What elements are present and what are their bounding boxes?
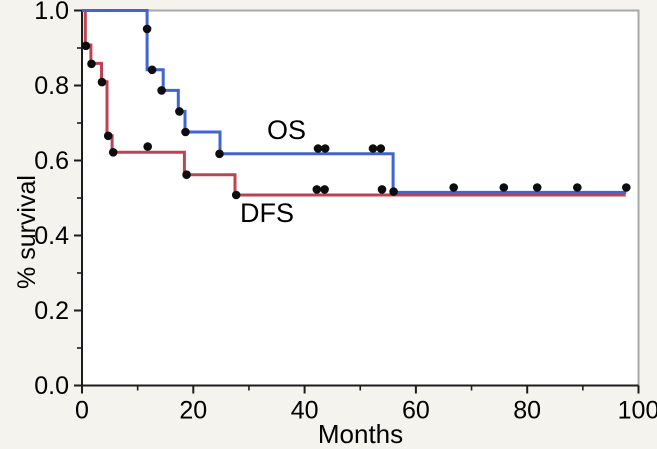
y-tick-label: 0.4 (34, 222, 69, 250)
series-label-os: OS (267, 115, 307, 145)
marker-dot-dfs (81, 41, 91, 51)
y-axis-title: % survival (13, 175, 41, 289)
plot-area (82, 10, 639, 386)
marker-dot-dfs (87, 59, 96, 69)
marker-dot-os (215, 149, 224, 159)
marker-dot-dfs (312, 185, 322, 194)
x-tick-label: 100 (618, 397, 657, 425)
marker-dot-dfs (97, 77, 107, 87)
x-tick-label: 40 (291, 397, 319, 425)
y-tick-label: 0.2 (34, 297, 69, 325)
x-tick-label: 20 (179, 397, 207, 425)
y-tick-label: 0.6 (34, 147, 69, 175)
marker-dot-os (573, 183, 582, 192)
marker-dot-os (389, 187, 398, 196)
marker-dot-os (368, 144, 378, 153)
marker-dot-os (320, 144, 330, 153)
marker-dot-dfs (320, 185, 329, 194)
marker-dot-dfs (108, 148, 118, 157)
marker-dot-os (376, 144, 386, 153)
marker-dot-os (449, 183, 459, 192)
marker-dot-dfs (182, 170, 191, 179)
marker-dot-dfs (103, 131, 113, 141)
x-tick-label: 60 (402, 397, 430, 425)
y-tick-label: 0.8 (34, 72, 69, 100)
x-tick-label: 80 (513, 397, 541, 425)
marker-dot-os (181, 127, 190, 137)
series-label-dfs: DFS (240, 198, 294, 228)
marker-dot-os (147, 65, 157, 75)
marker-dot-dfs (231, 190, 241, 200)
x-tick-label: 0 (75, 397, 89, 425)
marker-dot-dfs (377, 185, 387, 194)
y-tick-label: 1.0 (34, 0, 69, 25)
marker-dot-os (313, 144, 323, 153)
marker-dot-dfs (143, 142, 152, 151)
marker-dot-os (157, 86, 166, 95)
x-axis-title: Months (317, 419, 404, 449)
marker-dot-os (532, 183, 542, 192)
marker-dot-os (499, 183, 509, 192)
plot-frame-border (82, 9, 640, 386)
marker-dot-os (622, 183, 631, 192)
y-tick-label: 0.0 (34, 372, 69, 400)
marker-dot-os (175, 107, 184, 116)
marker-dot-os (142, 24, 152, 34)
